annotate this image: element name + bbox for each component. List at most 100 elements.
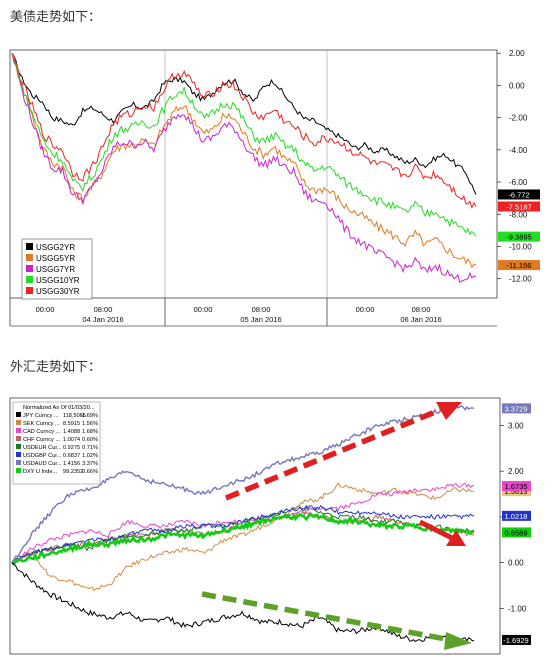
legend-title: Normalized As Of 01/03/20...	[23, 405, 95, 411]
legend-name-jpy-curncy: JPY Curncy ...	[23, 413, 59, 419]
legend-value: 1.4156	[63, 461, 80, 467]
legend-value: 99.2352	[63, 469, 83, 475]
legend-swatch-dxy-u-inde	[16, 468, 21, 473]
legend-name-chf-curncy: CHF Curncy ...	[23, 437, 60, 443]
fx-chart: 3.002.001.000.00-1.00-1.69291.56131.6735…	[9, 397, 531, 655]
y-tick-label: -10.00	[509, 242, 532, 251]
legend-value: 0.9275	[63, 445, 80, 451]
caption-fx: 外汇走势如下：	[10, 360, 102, 375]
legend-swatch-sek-curncy	[16, 420, 21, 425]
x-tick-label: 08:00	[94, 305, 113, 314]
legend-name-cad-curncy: CAD Curncy ...	[23, 429, 61, 435]
x-day-label: 05 Jan 2016	[240, 315, 281, 324]
y-tick-label: 2.00	[509, 49, 525, 58]
legend-value: 0.6837	[63, 453, 80, 459]
legend-label-usgg5yr: USGG5YR	[36, 254, 75, 263]
y-tick-label: -1.00	[508, 604, 527, 613]
legend-swatch-usgg7yr	[26, 265, 33, 272]
trend-arrow-short	[418, 519, 454, 541]
y-tick-label: -12.00	[509, 275, 532, 284]
trend-arrow-up-head	[436, 402, 462, 420]
last-value-tag-dxy-u-inde: 0.6589	[502, 527, 531, 538]
x-tick-label: 00:00	[194, 305, 213, 314]
legend-box	[21, 238, 93, 300]
last-value-label: -7.5187	[506, 203, 531, 212]
legend-label-usgg10yr: USGG10YR	[36, 276, 80, 285]
series-line-usdgbp-cur	[11, 504, 475, 565]
last-value-tag-sek-curncy: 1.5613	[502, 486, 531, 497]
last-value-label: -1.6929	[503, 636, 528, 645]
legend: Normalized As Of 01/03/20... JPY Curncy .…	[12, 401, 101, 485]
legend-change: 0.66%	[82, 469, 98, 475]
last-value-label: -11.156	[507, 261, 532, 270]
y-tick-label: 0.00	[509, 81, 525, 90]
x-day-label: 06 Jan 2016	[400, 315, 441, 324]
y-tick-label: 3.00	[508, 421, 524, 430]
last-value-label: 3.3729	[505, 404, 528, 413]
legend-name-dxy-u-inde: DXY U Inde...	[23, 469, 58, 475]
last-value-tag-jpy-curncy: -1.6929	[502, 634, 531, 645]
series-line-dxy-u-inde	[11, 513, 475, 566]
last-value-tag-usgg10yr: -9.3895	[498, 231, 540, 242]
legend-value: 1.4088	[63, 429, 80, 435]
legend-swatch-usgg30yr	[26, 287, 33, 294]
y-tick-label: 2.00	[508, 467, 524, 476]
y-tick-label: -6.00	[509, 178, 528, 187]
last-value-tag-usgg5yr: -11.156	[498, 260, 540, 271]
x-tick-label: 08:00	[252, 305, 271, 314]
legend-value: 8.5915	[63, 421, 80, 427]
legend-name-usdgbp-cur: USDGBP Cur...	[23, 453, 62, 459]
last-value-label: 1.5613	[505, 487, 528, 496]
series-line-usdaud-cur	[11, 404, 475, 563]
last-value-tag-usgg30yr: -7.5187	[498, 201, 540, 212]
y-tick-label: -8.00	[509, 210, 528, 219]
last-value-label: 0.6589	[505, 528, 528, 537]
legend-swatch-cad-curncy	[16, 428, 21, 433]
series-line-usgg5yr	[11, 53, 477, 269]
last-value-tag-usdgbp-cur: 1.0218	[502, 510, 531, 521]
legend-swatch-usgg5yr	[26, 254, 33, 261]
legend-swatch-usgg10yr	[26, 276, 33, 283]
last-value-tag-usdaud-cur: 3.3729	[502, 403, 531, 414]
y-tick-label: -2.00	[509, 114, 528, 123]
last-value-label: -9.3895	[506, 233, 531, 242]
last-value-tag-cad-curncy: 1.6735	[502, 481, 531, 492]
legend-label-usgg30yr: USGG30YR	[36, 287, 80, 296]
legend-change: 1.56%	[82, 421, 98, 427]
x-tick-label: 00:00	[36, 305, 55, 314]
legend-change: 1.68%	[82, 429, 98, 435]
y-tick-label: -4.00	[509, 146, 528, 155]
legend-swatch-usdaud-cur	[16, 460, 21, 465]
legend-name-usdaud-cur: USDAUD Cur...	[23, 461, 62, 467]
caption-treasury: 美债走势如下：	[10, 10, 102, 25]
legend-change: 0.71%	[82, 445, 98, 451]
legend-name-usdeur-cur: USDEUR Cur...	[23, 445, 62, 451]
legend-change: -1.69%	[80, 413, 98, 419]
legend-swatch-chf-curncy	[16, 436, 21, 441]
x-tick-label: 08:00	[412, 305, 431, 314]
legend-swatch-usdgbp-cur	[16, 452, 21, 457]
legend-value: 118.5055	[63, 413, 86, 419]
legend-change: 0.60%	[82, 437, 98, 443]
series-line-sek-curncy	[11, 482, 474, 592]
legend-change: 1.02%	[82, 453, 98, 459]
last-value-label: -6.772	[508, 190, 529, 199]
y-tick-label: 0.00	[508, 559, 524, 568]
legend-change: 3.37%	[82, 461, 98, 467]
series-line-usgg10yr	[11, 53, 477, 237]
legend: USGG2YR USGG5YR USGG7YR USGG10YR USGG30YR	[21, 238, 93, 300]
x-tick-label: 00:00	[356, 305, 375, 314]
last-value-tag-usgg2yr: -6.772	[498, 189, 540, 200]
legend-box	[12, 401, 101, 485]
trend-arrow-up	[224, 407, 442, 501]
legend-swatch-usdeur-cur	[16, 444, 21, 449]
legend-label-usgg7yr: USGG7YR	[36, 265, 75, 274]
x-day-label: 04 Jan 2016	[82, 315, 123, 324]
series-line-usgg30yr	[11, 52, 477, 209]
series-line-jpy-curncy	[11, 562, 475, 643]
legend-name-sek-curncy: SEK Curncy ...	[23, 421, 60, 427]
trend-arrow-short-head	[446, 530, 466, 546]
last-value-label: 1.6735	[505, 482, 528, 491]
legend-label-usgg2yr: USGG2YR	[36, 243, 75, 252]
